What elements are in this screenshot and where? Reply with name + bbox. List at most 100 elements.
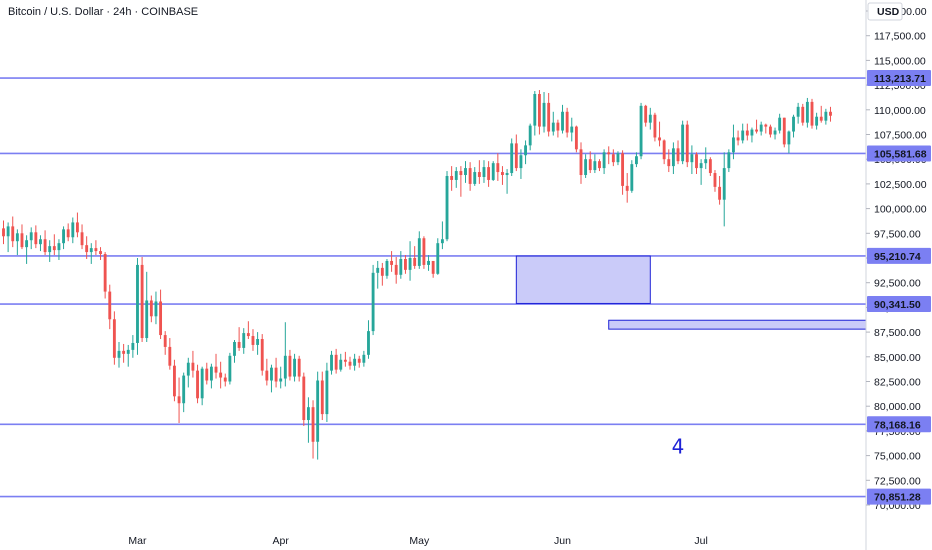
candle-body [537, 93, 541, 127]
candle-body [477, 172, 481, 177]
candle-body [404, 258, 407, 270]
candle-body [177, 396, 181, 404]
level-price-tag[interactable] [867, 296, 931, 313]
candle-body [602, 152, 606, 169]
candle-body [219, 372, 223, 378]
candle-body [736, 137, 740, 141]
candle-body [293, 358, 296, 377]
candle-body [131, 342, 135, 350]
horizontal-levels[interactable] [0, 77, 866, 498]
candle-body [316, 380, 320, 442]
zone-rectangle[interactable] [515, 255, 651, 304]
candle-body [20, 233, 24, 248]
candle-body [52, 246, 56, 251]
candle-body [173, 365, 176, 397]
price-tick-label: 97,500.00 [874, 228, 921, 240]
level-price-label: 113,213.71 [874, 73, 926, 85]
candle-body [611, 154, 615, 163]
rectangle-zones[interactable] [515, 161, 932, 330]
candle-body [625, 185, 629, 191]
level-price-tag[interactable] [867, 247, 931, 264]
currency-label: USD [877, 6, 900, 18]
level-price-label: 70,851.28 [874, 492, 921, 504]
candle-body [547, 102, 551, 132]
candle-body [417, 238, 421, 266]
price-tick-label: 92,500.00 [874, 278, 921, 290]
level-price-tag[interactable] [867, 70, 931, 87]
time-tick-label: Jun [554, 535, 571, 547]
time-axis[interactable]: Mar Apr May Jun Jul [128, 535, 707, 547]
candle-body [186, 362, 190, 376]
candle-body [413, 258, 417, 266]
candle-body [15, 233, 19, 242]
candle-body [445, 175, 449, 240]
candle-body [616, 153, 620, 163]
candle-body [182, 375, 186, 404]
candle-body [699, 163, 703, 169]
candle-body [588, 159, 592, 171]
candle-body [671, 148, 675, 167]
candle-body [635, 156, 638, 165]
price-axis-background[interactable] [866, 0, 932, 550]
candle-body [43, 239, 47, 253]
candle-body [302, 376, 306, 421]
price-tick-label: 115,000.00 [874, 55, 926, 67]
candle-body [209, 366, 213, 381]
candle-body [279, 378, 283, 382]
candle-body [191, 362, 195, 371]
candle-body [66, 229, 70, 238]
candle-body [205, 368, 209, 381]
candle-body [454, 171, 458, 180]
price-tick-label: 110,000.00 [874, 105, 926, 117]
level-price-tag[interactable] [867, 145, 931, 162]
candle-body [274, 367, 278, 382]
candle-body [297, 358, 301, 377]
candle-body [551, 122, 555, 132]
candle-body [722, 168, 726, 200]
wave-label: 4 [672, 435, 685, 459]
candle-body [570, 126, 574, 133]
level-price-tag[interactable] [867, 488, 931, 505]
candle-body [80, 232, 84, 246]
candle-body [501, 172, 504, 176]
candle-body [524, 145, 527, 156]
candle-body [653, 114, 657, 138]
candle-body [334, 354, 338, 370]
level-price-label: 78,168.16 [874, 419, 921, 431]
level-price-tag[interactable] [867, 416, 931, 433]
candle-body [362, 354, 366, 363]
candle-body [819, 116, 823, 121]
zone-rectangle[interactable] [608, 319, 932, 330]
candle-body [487, 167, 491, 180]
candle-body [782, 117, 786, 145]
candle-body [126, 349, 130, 354]
candle-body [427, 260, 430, 265]
price-axis[interactable]: 120,000.00117,500.00115,000.00112,500.00… [866, 6, 931, 512]
candle-body [103, 254, 107, 292]
candle-body [422, 238, 426, 265]
price-tick-label: 102,500.00 [874, 179, 927, 191]
time-tick-label: Apr [273, 535, 290, 547]
candle-body [385, 260, 389, 276]
candle-body [505, 173, 509, 176]
price-tick-label: 80,000.00 [874, 401, 921, 413]
candle-body [824, 111, 828, 121]
candle-body [768, 126, 772, 135]
candle-body [94, 248, 98, 252]
currency-box[interactable] [867, 2, 903, 21]
candle-body [459, 171, 463, 176]
candle-body [815, 116, 819, 126]
candle-body [85, 245, 89, 253]
candle-body [648, 114, 652, 123]
candle-body [311, 407, 315, 442]
candle-body [533, 93, 537, 126]
candle-body [149, 300, 153, 317]
candle-body [6, 226, 10, 237]
candle-body [644, 105, 648, 123]
candle-body [353, 358, 357, 366]
candle-body [122, 350, 126, 354]
candle-body [796, 106, 800, 117]
candle-body [339, 359, 343, 370]
candle-body [773, 130, 777, 135]
